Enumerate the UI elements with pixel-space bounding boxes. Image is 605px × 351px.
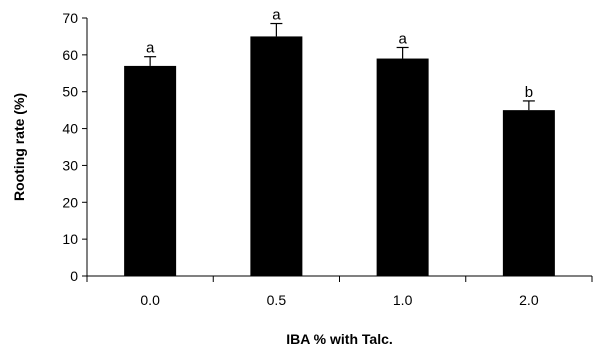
bar-0.0: [124, 65, 177, 277]
significance-label-0.5: a: [272, 7, 281, 24]
y-tick-label: 60: [62, 47, 78, 63]
bar-1.0: [376, 58, 429, 276]
x-tick-label: 2.0: [519, 292, 539, 308]
x-axis-ticks: 0.0 0.5 1.0 2.0: [86, 276, 593, 308]
bar-2.0: [502, 110, 555, 277]
y-tick-label: 30: [62, 157, 78, 173]
bar-0.5: [250, 36, 303, 276]
y-tick-label: 70: [62, 10, 78, 26]
y-tick-label: 0: [70, 268, 78, 284]
y-axis-ticks: 0 10 20 30 40 50 60 70: [62, 10, 87, 284]
y-axis-title: Rooting rate (%): [11, 93, 27, 201]
significance-label-0.0: a: [146, 40, 155, 57]
y-tick-label: 20: [62, 194, 78, 210]
x-tick-label: 1.0: [393, 292, 413, 308]
x-tick-label: 0.5: [267, 292, 287, 308]
x-axis-title: IBA % with Talc.: [286, 331, 393, 347]
y-tick-label: 50: [62, 84, 78, 100]
y-tick-label: 10: [62, 231, 78, 247]
significance-label-1.0: a: [398, 30, 407, 47]
bars: a a a b: [124, 7, 555, 277]
significance-label-2.0: b: [525, 84, 533, 101]
y-tick-label: 40: [62, 121, 78, 137]
x-tick-label: 0.0: [140, 292, 160, 308]
